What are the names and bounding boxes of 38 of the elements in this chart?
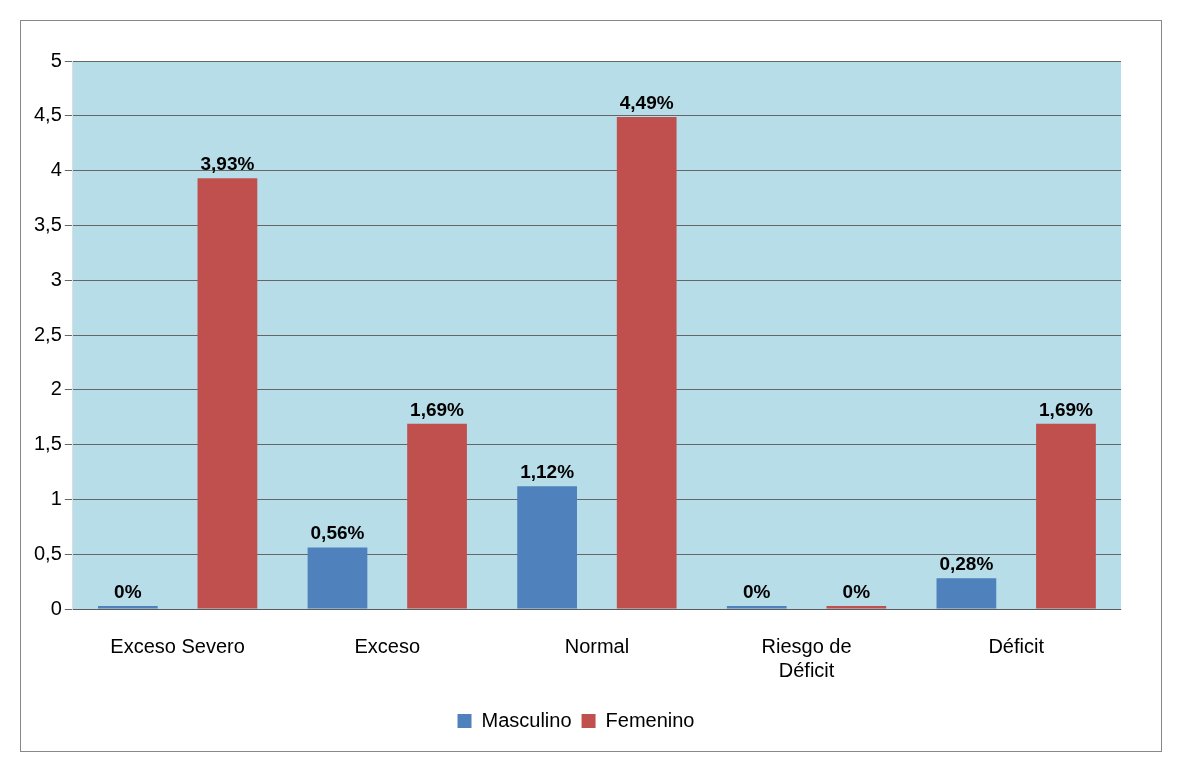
- bar: [616, 116, 677, 609]
- y-tick-label: 0,5: [33, 541, 62, 564]
- legend-label: Femenino: [605, 708, 695, 731]
- data-label: 0,56%: [310, 522, 365, 544]
- data-label: 1,12%: [520, 460, 575, 482]
- bar: [517, 486, 577, 609]
- bar: [197, 178, 258, 609]
- data-label: 3,93%: [200, 153, 255, 175]
- data-label: 0%: [842, 580, 871, 602]
- bar: [826, 606, 887, 609]
- x-tick-label: Riesgo de Déficit: [761, 634, 852, 681]
- y-tick-label: 1: [50, 486, 62, 509]
- legend-label: Masculino: [481, 708, 572, 731]
- bar: [97, 606, 158, 609]
- y-tick-label: 2: [50, 377, 62, 400]
- x-tick-label: Normal: [564, 634, 630, 657]
- bar: [726, 606, 787, 609]
- x-tick-label: Déficit: [988, 634, 1045, 657]
- y-tick-label: 2,5: [33, 322, 62, 345]
- data-label: 0%: [114, 580, 142, 602]
- y-tick-label: 1,5: [33, 432, 62, 455]
- y-tick-label: 4,5: [33, 103, 62, 126]
- data-label: 1,69%: [1039, 398, 1094, 420]
- data-label: 0%: [743, 580, 771, 602]
- data-label: 4,49%: [619, 91, 674, 113]
- data-label: 0,28%: [939, 553, 994, 575]
- data-label: 1,69%: [410, 398, 465, 420]
- x-tick-label: Exceso Severo: [110, 634, 245, 657]
- y-tick-label: 5: [50, 48, 62, 71]
- bar: [936, 578, 997, 609]
- bar: [1036, 423, 1096, 609]
- bar: [407, 423, 467, 609]
- y-tick-label: 4: [50, 158, 62, 181]
- bar: [307, 547, 368, 609]
- y-tick-label: 3,5: [33, 212, 62, 235]
- x-tick-label: Exceso: [354, 634, 421, 657]
- y-tick-label: 3: [50, 267, 62, 290]
- y-tick-label: 0: [50, 596, 62, 619]
